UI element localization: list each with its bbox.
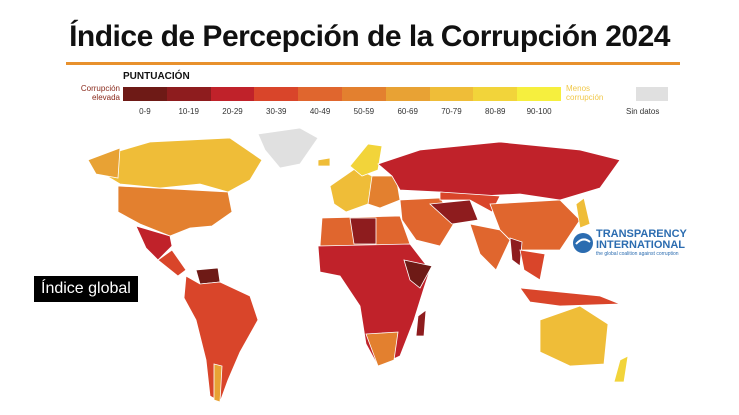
legend-heading: PUNTUACIÓN [123,71,190,82]
iran-afghanistan [429,199,479,225]
myanmar [509,237,523,267]
logo-line2: INTERNATIONAL [596,239,686,251]
japan [575,197,591,229]
se-asia [519,249,546,281]
legend-no-data-swatch [636,87,668,101]
global-index-badge: Índice global [34,276,138,302]
horn-of-africa [403,259,433,289]
legend-color-scale [123,87,561,101]
legend-high-label: Menos corrupción [566,84,604,102]
legend-swatch [166,87,211,101]
legend-swatch [123,87,167,101]
mexico [135,225,173,261]
legend-tick-label: 60-69 [397,107,418,116]
legend-swatch [254,87,299,101]
legend-tick-label: 20-29 [222,107,243,116]
legend-tick-label: 10-19 [178,107,199,116]
legend-low-label: Corrupción elevada [80,84,120,102]
legend-tick-label: 90-100 [526,107,552,116]
india [469,223,511,271]
legend-tick-label: 80-89 [485,107,506,116]
legend-swatch [385,87,430,101]
legend-tick-label: 0-9 [139,107,151,116]
legend-swatch [298,87,342,101]
scandinavia [349,143,383,177]
legend-tick-label: 40-49 [309,107,331,116]
alaska [87,147,121,179]
transparency-international-logo: TRANSPARENCY INTERNATIONAL the global co… [572,229,687,257]
legend-swatch [341,87,386,101]
new-zealand [613,355,629,383]
logo-line1: TRANSPARENCY [596,228,687,240]
madagascar [415,309,427,337]
south-america [183,275,259,403]
legend-tick-label: 70-79 [441,107,462,116]
legend-swatch [429,87,474,101]
russia [377,141,621,201]
chile-uruguay [213,363,223,403]
australia [539,305,609,367]
legend-ticks: 0-9 10-19 20-29 30-39 40-49 50-59 60-69 70-79 80… [123,107,561,116]
legend-swatch [210,87,255,101]
central-america [157,249,187,277]
libya [349,217,377,245]
iceland [317,157,331,167]
world-map [87,127,629,403]
title-underline [66,62,680,65]
logo-tagline: the global coalition against corruption [596,251,679,257]
globe-icon [573,233,593,253]
legend-tick-label: 30-39 [266,107,287,116]
central-asia [439,191,501,213]
canada [94,137,263,193]
indonesia [519,287,621,307]
venezuela [195,267,221,285]
legend-no-data-label: Sin datos [626,107,660,116]
greenland [257,127,319,169]
southern-africa [365,331,399,367]
page-title: Índice de Percepción de la Corrupción 20… [69,20,670,53]
legend-tick-label: 50-59 [353,107,375,116]
usa [117,185,233,237]
legend-swatch [473,87,518,101]
legend-swatch [517,87,561,101]
